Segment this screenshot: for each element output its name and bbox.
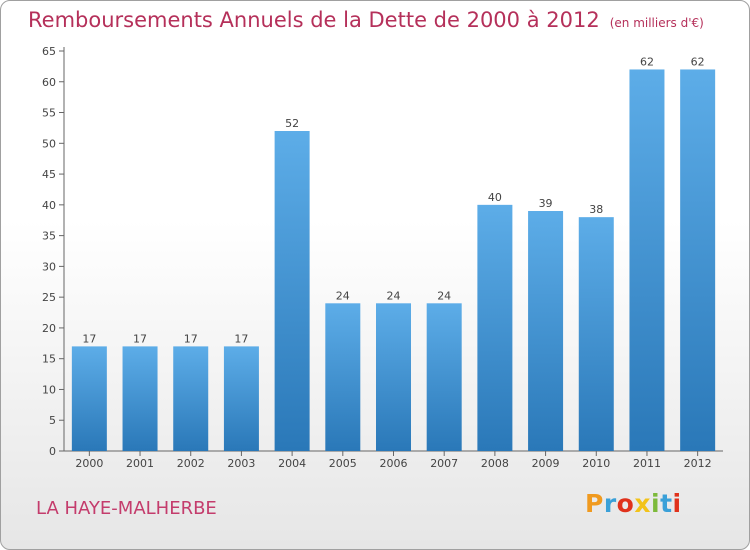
y-tick-label: 20 [42,322,56,335]
y-tick-label: 60 [42,76,56,89]
x-tick-label: 2007 [430,457,458,470]
bar [578,217,614,451]
x-tick-label: 2010 [582,457,610,470]
logo-letter: r [603,489,617,518]
place-name: LA HAYE-MALHERBE [36,498,217,519]
bar-value-label: 17 [184,332,198,345]
bar [173,346,209,451]
x-tick-label: 2005 [329,457,357,470]
proxiti-logo: Proxiti [585,489,682,518]
bar-value-label: 62 [691,55,705,68]
x-tick-label: 2008 [481,457,509,470]
y-tick-label: 35 [42,230,56,243]
bar [680,69,716,451]
x-tick-label: 2001 [126,457,154,470]
x-tick-label: 2012 [684,457,712,470]
bar [325,303,361,451]
logo-letter: x [634,489,651,518]
bar [426,303,462,451]
y-tick-label: 15 [42,353,56,366]
x-tick-label: 2002 [177,457,205,470]
bar-value-label: 38 [589,203,603,216]
y-tick-label: 10 [42,383,56,396]
x-tick-label: 2000 [75,457,103,470]
bar-value-label: 39 [539,197,553,210]
bar [376,303,411,451]
y-tick-label: 65 [42,45,56,58]
x-tick-label: 2003 [227,457,255,470]
logo-letter: o [616,489,635,518]
x-tick-label: 2009 [532,457,560,470]
x-tick-label: 2006 [380,457,408,470]
bar [71,346,107,451]
bar-value-label: 40 [488,191,502,204]
bar-value-label: 62 [640,55,654,68]
x-tick-label: 2004 [278,457,306,470]
bar [122,346,158,451]
title-text: Remboursements Annuels de la Dette de 20… [28,8,600,32]
y-tick-label: 5 [49,414,56,427]
bars: 17 17 17 17 52 24 24 24 40 39 38 62 62 [71,55,716,451]
logo-letter: i [651,489,661,518]
y-tick-label: 25 [42,291,56,304]
bar-value-label: 17 [234,332,248,345]
bar-value-label: 24 [336,289,350,302]
logo-letter: t [660,489,673,518]
bar-value-label: 17 [133,332,147,345]
x-axis: 2000 2001 2002 2003 2004 2005 2006 2007 2008 2009… [64,450,723,470]
bar-value-label: 52 [285,117,299,130]
bar-value-label: 24 [437,289,451,302]
y-tick-label: 45 [42,168,56,181]
unit-text: (en milliers d'€) [609,16,704,30]
bar [528,211,564,451]
chart-title: Remboursements Annuels de la Dette de 20… [28,8,704,32]
y-tick-label: 30 [42,260,56,273]
bar [477,204,513,451]
y-tick-label: 55 [42,107,56,120]
bar-value-label: 24 [387,289,401,302]
bar [223,346,259,451]
logo-letter: P [585,489,604,518]
y-axis: 0 5 10 15 20 25 30 35 40 45 50 55 60 65 [42,45,65,458]
bar [274,131,310,451]
y-tick-label: 50 [42,137,56,150]
y-tick-label: 0 [49,445,56,458]
bar [629,69,665,451]
y-tick-label: 40 [42,199,56,212]
logo-letter: i [672,489,682,518]
x-tick-label: 2011 [633,457,661,470]
bar-value-label: 17 [82,332,96,345]
